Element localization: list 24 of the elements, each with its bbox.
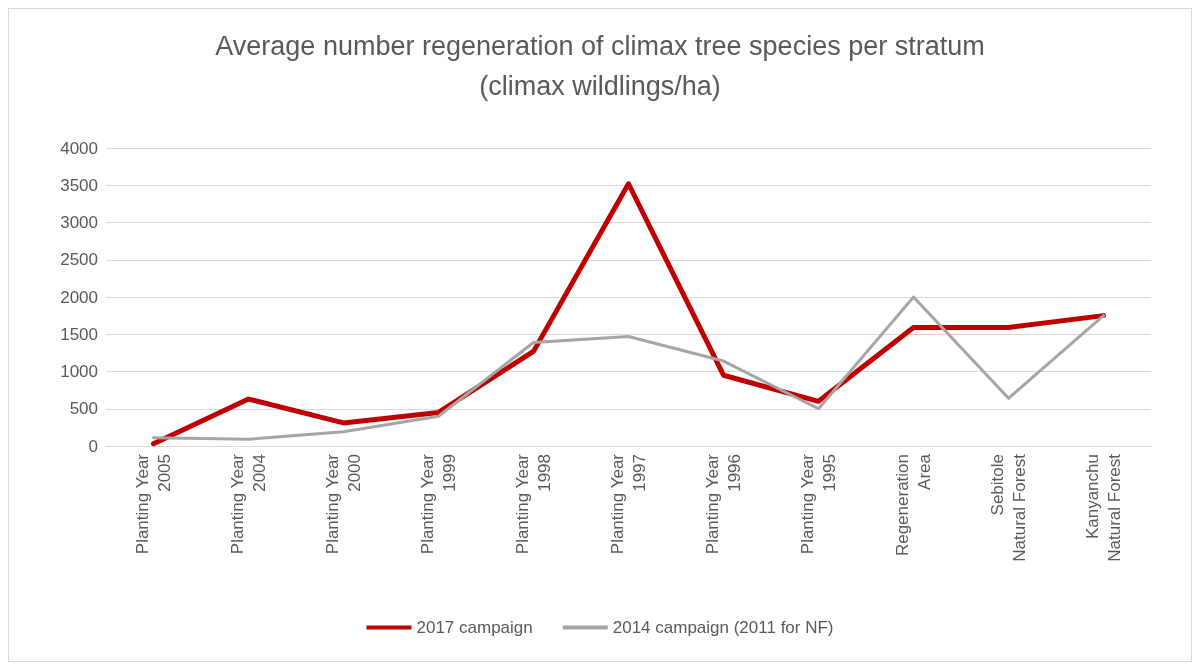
x-tick-label: Regeneration Area <box>893 453 934 557</box>
legend-label: 2014 campaign (2011 for NF) <box>612 618 834 637</box>
x-tick-label: Planting Year 1997 <box>608 453 649 555</box>
y-tick-label: 3500 <box>60 175 98 195</box>
y-tick-label: 2500 <box>60 250 98 270</box>
x-tick-label: Planting Year 2004 <box>228 453 269 555</box>
x-tick-label: Planting Year 2005 <box>133 453 174 555</box>
y-tick-label: 500 <box>69 399 98 419</box>
y-tick-label: 1500 <box>60 324 98 344</box>
legend-label: 2017 campaign <box>416 618 533 637</box>
y-tick-label: 3000 <box>60 213 98 232</box>
y-tick-label: 4000 <box>60 138 98 158</box>
y-tick-label: 1000 <box>60 362 98 381</box>
x-tick-label: Sebitole Natural Forest <box>988 453 1029 562</box>
x-tick-label: Planting Year 1996 <box>703 453 744 555</box>
y-tick-label: 2000 <box>60 287 98 307</box>
x-tick-label: Planting Year 1999 <box>418 453 459 555</box>
line-series <box>152 295 1105 441</box>
x-tick-label: Planting Year 1995 <box>798 453 839 555</box>
x-tick-label: Kanyanchu Natural Forest <box>1083 453 1124 562</box>
x-tick-label: Planting Year 2000 <box>323 453 364 555</box>
y-tick-label: 0 <box>88 436 98 456</box>
chart-title: Average number regeneration of climax tree species per stratum (climax wildlings/ha) <box>215 31 985 101</box>
x-tick-label: Planting Year 1998 <box>513 453 554 555</box>
